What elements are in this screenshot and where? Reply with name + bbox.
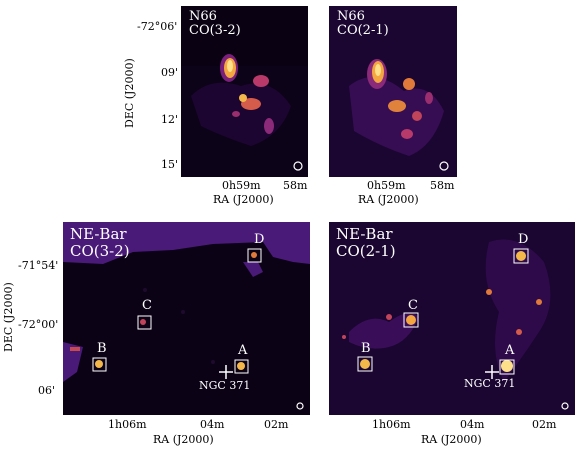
n66-co32-title: N66 <box>189 9 217 24</box>
top-left-ra-axis-label: RA (J2000) <box>213 193 274 206</box>
top-dec-tick-4: 15' <box>161 158 179 171</box>
n66-co32-subtitle: CO(3-2) <box>189 23 241 38</box>
nebar-co21-source-a: A <box>505 343 515 358</box>
bottom-right-ra-tick-1: 1h06m <box>372 418 411 431</box>
bottom-dec-tick-3: 06' <box>38 384 56 397</box>
nebar-co21-panel: NE-Bar CO(2-1) B C A D NGC 371 <box>329 222 575 415</box>
nebar-co21-source-c: C <box>408 298 418 313</box>
bottom-left-ra-tick-1: 1h06m <box>108 418 147 431</box>
bottom-left-ra-axis-label: RA (J2000) <box>153 433 214 446</box>
nebar-co32-cluster-label: NGC 371 <box>199 379 251 392</box>
nebar-co32-panel: NE-Bar CO(3-2) B C A D NGC 371 <box>63 222 310 415</box>
bottom-dec-axis-label: DEC (J2000) <box>2 282 15 352</box>
top-left-ra-tick-1: 0h59m <box>222 179 261 192</box>
nebar-co32-image <box>63 222 310 415</box>
n66-co21-image <box>329 6 457 177</box>
bottom-dec-tick-1: -71°54' <box>18 259 59 272</box>
nebar-co32-source-d: D <box>254 232 265 247</box>
nebar-co21-source-d: D <box>518 232 529 247</box>
bottom-dec-tick-2: -72°00' <box>18 318 59 331</box>
bottom-right-ra-axis-label: RA (J2000) <box>421 433 482 446</box>
bottom-right-ra-tick-3: 02m <box>532 418 557 431</box>
n66-co21-subtitle: CO(2-1) <box>337 23 389 38</box>
n66-co21-panel: N66 CO(2-1) <box>329 6 457 177</box>
nebar-co21-subtitle: CO(2-1) <box>336 242 396 260</box>
top-left-ra-tick-2: 58m <box>283 179 308 192</box>
nebar-co21-cluster-label: NGC 371 <box>464 377 516 390</box>
nebar-co21-source-b: B <box>361 341 371 356</box>
top-right-ra-tick-1: 0h59m <box>367 179 406 192</box>
nebar-co32-source-b: B <box>97 341 107 356</box>
n66-co21-title: N66 <box>337 9 365 24</box>
n66-co32-image <box>181 6 308 177</box>
top-dec-tick-2: 09' <box>161 66 179 79</box>
nebar-co21-title: NE-Bar <box>336 225 393 243</box>
top-dec-tick-1: -72°06' <box>137 20 178 33</box>
bottom-right-ra-tick-2: 04m <box>460 418 485 431</box>
top-right-ra-tick-2: 58m <box>430 179 455 192</box>
top-dec-tick-3: 12' <box>161 113 179 126</box>
n66-co32-panel: N66 CO(3-2) <box>181 6 308 177</box>
nebar-co21-image <box>329 222 575 415</box>
top-right-ra-axis-label: RA (J2000) <box>358 193 419 206</box>
bottom-left-ra-tick-3: 02m <box>264 418 289 431</box>
top-dec-axis-label: DEC (J2000) <box>123 58 136 128</box>
nebar-co32-source-c: C <box>142 298 152 313</box>
bottom-left-ra-tick-2: 04m <box>200 418 225 431</box>
nebar-co32-title: NE-Bar <box>70 225 127 243</box>
nebar-co32-source-a: A <box>238 343 248 358</box>
nebar-co32-subtitle: CO(3-2) <box>70 242 130 260</box>
